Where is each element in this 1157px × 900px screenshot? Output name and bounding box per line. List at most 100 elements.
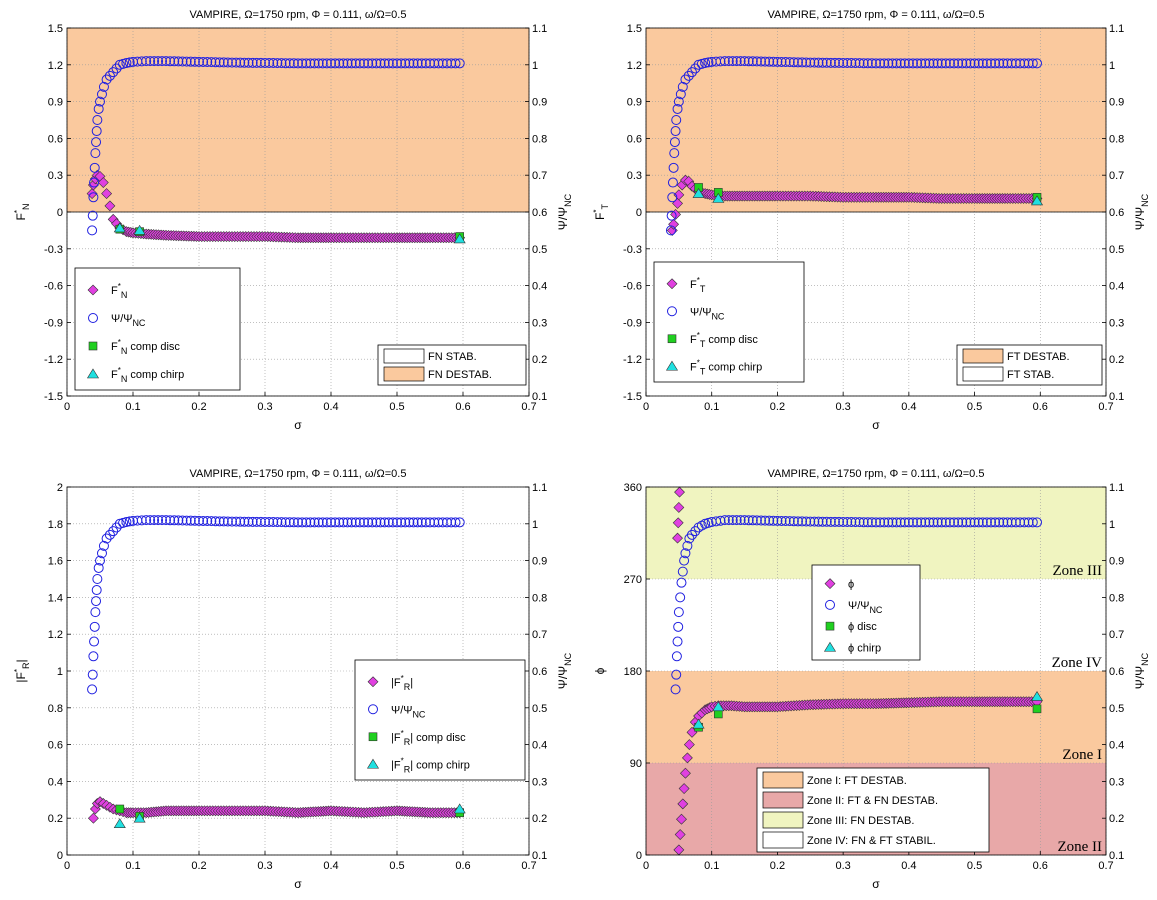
data-point	[715, 56, 726, 67]
data-point	[677, 81, 688, 92]
y2-tick-label: 0.6	[1109, 207, 1124, 219]
x-axis-label: σ	[294, 877, 302, 891]
data-point	[157, 515, 168, 526]
data-point	[735, 56, 746, 67]
data-point	[671, 651, 682, 662]
data-point	[683, 739, 695, 751]
data-point	[788, 516, 799, 527]
y-tick-label: 0.8	[48, 703, 63, 715]
data-point	[313, 517, 324, 528]
data-point	[727, 56, 738, 67]
y2-tick-label: 0.8	[532, 592, 547, 604]
data-point	[149, 515, 160, 526]
y-tick-label: -0.3	[44, 244, 63, 256]
data-point	[895, 58, 906, 69]
data-point	[441, 517, 452, 528]
y-tick-label: -0.9	[44, 317, 63, 329]
x-tick-label: 0.7	[1098, 401, 1113, 413]
legend-label: ϕ	[848, 579, 854, 591]
data-point	[834, 57, 845, 68]
data-point	[330, 517, 341, 528]
y2-tick-label: 1	[532, 60, 538, 72]
data-point	[96, 89, 107, 100]
data-point	[87, 210, 98, 221]
chart-title: VAMPIRE, Ω=1750 rpm, Φ = 0.111, ω/Ω=0.5	[768, 9, 985, 21]
data-point	[776, 515, 787, 526]
y-tick-label: 0.9	[627, 97, 642, 109]
data-point	[1030, 690, 1044, 701]
x-tick-label: 0.6	[1033, 860, 1048, 872]
data-point	[101, 188, 113, 200]
region-label: FT DESTAB.	[1007, 351, 1070, 363]
data-point	[772, 515, 783, 526]
data-point	[124, 516, 135, 527]
data-point	[227, 57, 237, 68]
x-axis-label: σ	[872, 418, 880, 432]
x-tick-label: 0	[64, 860, 70, 872]
series-1	[86, 169, 466, 244]
data-point	[858, 517, 869, 528]
data-point	[677, 798, 689, 810]
y2-tick-label: 0.2	[532, 354, 547, 366]
x-tick-label: 0.5	[389, 401, 404, 413]
legend-marker	[87, 284, 99, 296]
data-point	[673, 96, 684, 107]
y-tick-label: -1.5	[44, 391, 63, 403]
data-point	[251, 57, 262, 68]
data-point	[243, 57, 254, 68]
data-point	[703, 57, 714, 68]
data-point	[383, 517, 394, 528]
data-point	[235, 57, 246, 68]
data-point	[87, 684, 98, 695]
data-point	[932, 517, 943, 528]
chart-title: VAMPIRE, Ω=1750 rpm, Φ = 0.111, ω/Ω=0.5	[190, 468, 407, 480]
data-point	[805, 57, 816, 68]
data-point	[916, 517, 927, 528]
x-tick-label: 0.4	[901, 401, 916, 413]
x-tick-label: 0.7	[1098, 860, 1113, 872]
data-point	[743, 56, 754, 67]
data-point	[801, 57, 812, 68]
data-point	[400, 58, 411, 69]
data-point	[425, 517, 435, 528]
data-point	[375, 58, 386, 69]
data-point	[668, 218, 680, 230]
data-point	[91, 585, 102, 596]
region-3	[646, 487, 1106, 579]
y2-tick-label: 0.7	[1109, 170, 1124, 182]
data-point	[113, 818, 126, 829]
x-tick-label: 0.1	[704, 860, 719, 872]
data-point	[692, 188, 705, 198]
data-point	[359, 58, 369, 69]
data-point	[194, 515, 204, 526]
data-point	[1015, 58, 1026, 69]
data-point	[875, 58, 886, 69]
data-point	[268, 58, 279, 69]
y-tick-label: 1.2	[627, 60, 642, 72]
data-point	[153, 515, 164, 526]
y2-tick-label: 0.1	[532, 391, 547, 403]
y-tick-label: 2	[57, 482, 63, 494]
data-point	[1030, 195, 1044, 206]
legend-label: Ψ/ΨNC	[391, 704, 426, 719]
legend-marker	[825, 621, 835, 631]
y-tick-label: -0.6	[623, 281, 642, 293]
y2-tick-label: 0.4	[532, 281, 547, 293]
data-point	[673, 621, 684, 632]
y-tick-label: 0.2	[48, 813, 63, 825]
data-point	[88, 651, 99, 662]
data-point	[866, 58, 877, 69]
data-point	[715, 515, 726, 526]
data-point	[338, 58, 349, 69]
chart-title: VAMPIRE, Ω=1750 rpm, Φ = 0.111, ω/Ω=0.5	[768, 468, 985, 480]
y2-tick-label: 0.3	[532, 776, 547, 788]
data-point	[95, 555, 105, 566]
data-point	[764, 515, 775, 526]
data-point	[838, 57, 849, 68]
data-point	[161, 56, 171, 67]
data-point	[676, 813, 687, 825]
data-point	[1032, 517, 1042, 528]
region-label: FT STAB.	[1007, 369, 1054, 381]
data-point	[141, 515, 152, 526]
data-point	[181, 56, 192, 67]
